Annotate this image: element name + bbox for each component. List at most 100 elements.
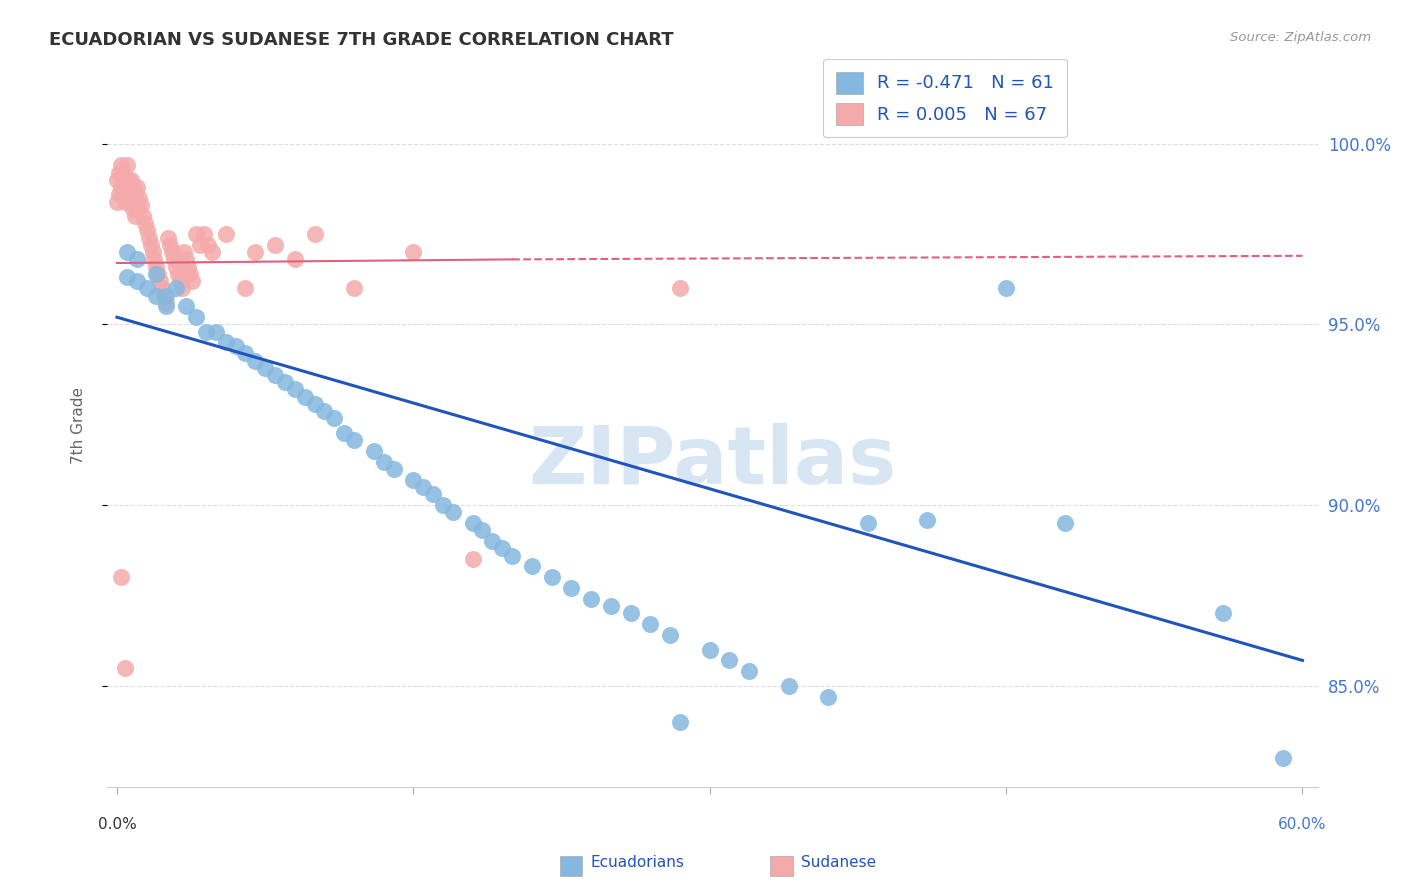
Point <box>204 325 226 339</box>
Text: Ecuadorians: Ecuadorians <box>591 855 685 870</box>
Text: ZIPatlas: ZIPatlas <box>529 423 897 500</box>
Point <box>145 288 167 302</box>
Point <box>179 267 201 281</box>
Point <box>155 299 177 313</box>
Point <box>125 202 148 216</box>
Point <box>174 252 197 267</box>
Point <box>121 202 143 216</box>
Point <box>152 281 174 295</box>
Point <box>114 194 136 209</box>
Point <box>214 335 236 350</box>
Point <box>174 299 197 313</box>
Point <box>432 498 454 512</box>
Point <box>145 267 167 281</box>
Point <box>141 245 163 260</box>
Point <box>235 346 257 360</box>
Point <box>461 516 484 530</box>
Point <box>105 194 128 209</box>
Point <box>314 404 336 418</box>
Point <box>197 238 219 252</box>
Point <box>817 690 839 704</box>
Point <box>145 260 167 274</box>
Point <box>135 281 157 295</box>
Point <box>373 455 395 469</box>
Point <box>177 260 200 274</box>
Point <box>139 238 162 252</box>
Point <box>128 191 150 205</box>
Y-axis label: 7th Grade: 7th Grade <box>72 387 86 464</box>
Point <box>995 281 1018 295</box>
Point <box>155 288 177 302</box>
Point <box>169 274 191 288</box>
Point <box>114 173 136 187</box>
Point <box>118 173 141 187</box>
Point <box>184 310 207 325</box>
Point <box>264 368 287 382</box>
Point <box>461 552 484 566</box>
Point <box>162 245 184 260</box>
Point <box>224 339 246 353</box>
Point <box>738 665 761 679</box>
Point <box>304 227 326 241</box>
Point <box>294 390 316 404</box>
Legend: R = -0.471   N = 61, R = 0.005   N = 67: R = -0.471 N = 61, R = 0.005 N = 67 <box>824 59 1067 137</box>
Point <box>274 376 297 390</box>
Point <box>120 173 142 187</box>
Point <box>659 628 682 642</box>
Point <box>856 516 879 530</box>
Point <box>343 281 366 295</box>
Point <box>108 166 131 180</box>
Point <box>481 534 503 549</box>
Text: 0.0%: 0.0% <box>97 817 136 832</box>
Point <box>125 180 148 194</box>
Point <box>333 425 356 440</box>
Point <box>193 227 215 241</box>
Point <box>159 238 181 252</box>
Point <box>148 267 170 281</box>
Point <box>134 216 156 230</box>
Point <box>173 245 195 260</box>
Point <box>108 187 131 202</box>
Point <box>520 559 543 574</box>
Point <box>402 473 425 487</box>
Point <box>115 245 138 260</box>
Point <box>135 223 157 237</box>
Point <box>1212 607 1234 621</box>
Text: 60.0%: 60.0% <box>1278 817 1327 832</box>
Point <box>165 260 187 274</box>
Point <box>441 505 464 519</box>
Point <box>264 238 287 252</box>
Point <box>471 524 494 538</box>
Point <box>138 230 160 244</box>
Bar <box>770 856 793 876</box>
Point <box>540 570 562 584</box>
Point <box>620 607 643 621</box>
Point <box>110 180 132 194</box>
Point <box>304 397 326 411</box>
Point <box>718 653 741 667</box>
Bar <box>560 856 582 876</box>
Point <box>778 679 800 693</box>
Point <box>157 230 180 244</box>
Point <box>115 158 138 172</box>
Point <box>382 462 405 476</box>
Point <box>600 599 623 614</box>
Point <box>124 187 146 202</box>
Point <box>172 281 194 295</box>
Point <box>1271 751 1294 765</box>
Point <box>149 274 172 288</box>
Point <box>422 487 444 501</box>
Point <box>201 245 224 260</box>
Point <box>235 281 257 295</box>
Point <box>284 383 307 397</box>
Point <box>501 549 523 563</box>
Point <box>131 209 153 223</box>
Point <box>669 281 692 295</box>
Point <box>343 433 366 447</box>
Point <box>120 194 142 209</box>
Point <box>105 173 128 187</box>
Point <box>181 274 204 288</box>
Point <box>124 209 146 223</box>
Point <box>129 198 152 212</box>
Point <box>640 617 662 632</box>
